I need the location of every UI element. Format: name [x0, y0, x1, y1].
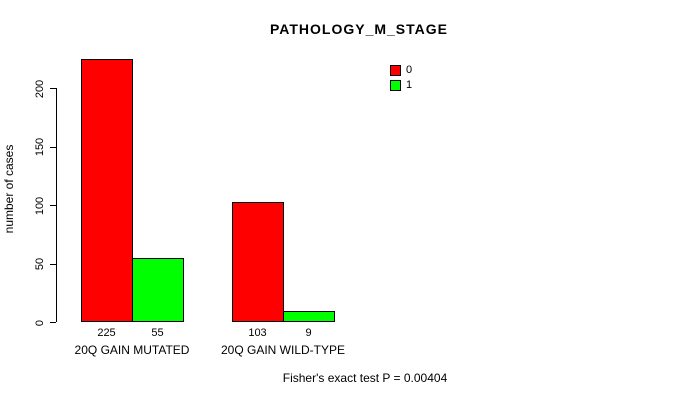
y-tick-mark — [50, 88, 56, 89]
y-axis-line — [56, 88, 57, 322]
legend-label: 1 — [406, 79, 413, 91]
bar-value-label: 103 — [248, 327, 267, 339]
y-tick-mark — [50, 146, 56, 148]
bar-series-0-group-0 — [81, 58, 133, 322]
y-axis-label-text: number of cases — [2, 144, 16, 234]
bar-series-1-group-0 — [132, 257, 184, 322]
category-label: 20Q GAIN MUTATED — [74, 343, 190, 357]
annotation-text: Fisher's exact test P = 0.00404 — [282, 371, 448, 385]
legend-swatch — [390, 65, 401, 76]
y-tick-label-text: 200 — [34, 79, 46, 98]
y-tick-label-text: 100 — [34, 196, 46, 215]
bar-series-0-group-1 — [232, 201, 284, 322]
legend-label: 0 — [406, 64, 413, 76]
legend-item: 0 — [390, 64, 412, 77]
bar-value-label: 9 — [305, 327, 312, 339]
y-tick-mark — [50, 322, 56, 323]
category-label: 20Q GAIN WILD-TYPE — [220, 343, 346, 357]
legend-swatch — [390, 80, 401, 91]
bar-series-1-group-1 — [283, 311, 335, 322]
y-tick-mark — [50, 263, 56, 265]
y-tick-label-text: 50 — [34, 257, 46, 271]
legend-item: 1 — [390, 79, 412, 92]
plot-area — [57, 40, 661, 322]
y-tick-mark — [50, 205, 56, 206]
chart-title: PATHOLOGY_M_STAGE — [269, 21, 448, 37]
bar-value-label: 55 — [151, 327, 164, 339]
bar-value-label: 225 — [97, 327, 116, 339]
y-tick-label-text: 0 — [34, 319, 46, 326]
y-tick-label-text: 150 — [34, 137, 46, 157]
